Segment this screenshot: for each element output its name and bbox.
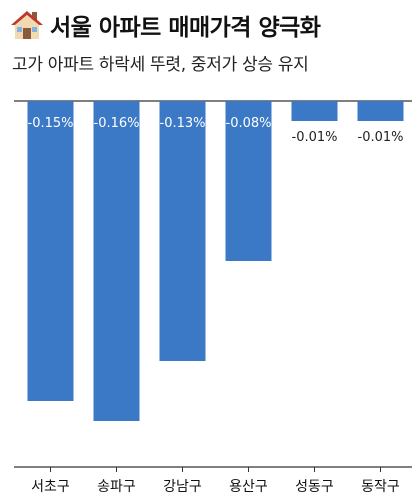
bar-5[interactable]: [291, 101, 338, 121]
category-label-6: 동작구: [361, 479, 400, 495]
data-label-6: -0.01%: [358, 130, 404, 145]
data-label-5: -0.01%: [292, 130, 338, 145]
bar-6[interactable]: [357, 101, 404, 121]
page-subtitle: 고가 아파트 하락세 뚜렷, 중저가 상승 유지: [12, 55, 309, 75]
bar-4[interactable]: [225, 101, 272, 261]
category-label-2: 송파구: [97, 479, 136, 495]
data-label-1: -0.15%: [28, 116, 74, 131]
data-label-3: -0.13%: [160, 116, 206, 131]
chart-header: 서울 아파트 매매가격 양극화 고가 아파트 하락세 뚜렷, 중저가 상승 유지: [10, 4, 410, 84]
category-label-3: 강남구: [163, 479, 202, 495]
bar-1[interactable]: [27, 101, 74, 401]
category-label-4: 용산구: [229, 479, 268, 495]
page-title: 서울 아파트 매매가격 양극화: [50, 15, 321, 41]
data-label-2: -0.16%: [94, 116, 140, 131]
category-label-1: 서초구: [31, 479, 70, 495]
house-icon: [11, 11, 43, 39]
title-row: 서울 아파트 매매가격 양극화: [10, 8, 321, 42]
data-label-4: -0.08%: [226, 116, 272, 131]
category-label-5: 성동구: [295, 479, 334, 495]
bar-2[interactable]: [93, 101, 140, 421]
bar-3[interactable]: [159, 101, 206, 361]
